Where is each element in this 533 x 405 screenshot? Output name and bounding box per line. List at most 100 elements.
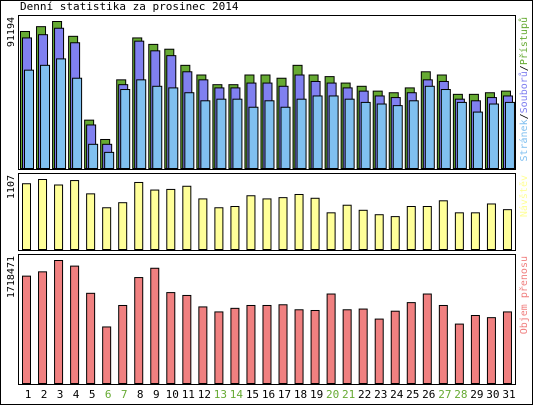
bar-navstev [470, 212, 480, 250]
bar-objem [38, 271, 48, 384]
volume-ymax-label: 1718471 [6, 256, 17, 298]
bar-navstev [502, 209, 512, 250]
bar-objem [54, 260, 64, 384]
day-label: 22 [358, 388, 371, 401]
bar-navstev [22, 183, 31, 250]
day-label: 3 [57, 388, 64, 401]
day-label: 7 [121, 388, 128, 401]
day-label: 10 [166, 388, 179, 401]
day-label: 24 [390, 388, 404, 401]
bar-navstev [86, 193, 96, 250]
day-label: 16 [262, 388, 275, 401]
day-label: 18 [294, 388, 307, 401]
bar-stranek [440, 89, 451, 169]
bar-objem [326, 293, 336, 385]
bar-stranek [248, 106, 259, 169]
bar-navstev [38, 179, 48, 250]
bar-objem [214, 311, 224, 384]
bar-stranek [424, 85, 435, 169]
bar-stranek [40, 64, 51, 169]
bar-objem [438, 304, 448, 384]
bar-stranek [232, 98, 243, 169]
bar-stranek [136, 79, 147, 169]
day-label: 4 [73, 388, 80, 401]
bar-navstev [198, 198, 208, 250]
bar-stranek [56, 58, 67, 169]
day-label: 29 [470, 388, 483, 401]
bar-objem [358, 308, 368, 384]
bar-navstev [438, 200, 448, 250]
day-label: 13 [214, 388, 227, 401]
bar-navstev [390, 216, 400, 250]
bar-navstev [454, 212, 464, 250]
bar-navstev [278, 197, 288, 250]
day-label: 1 [25, 388, 32, 401]
day-label: 14 [230, 388, 244, 401]
bar-navstev [214, 207, 224, 250]
bar-objem [342, 309, 352, 385]
bar-stranek [104, 151, 115, 170]
bar-navstev [134, 181, 144, 250]
day-label: 17 [278, 388, 291, 401]
bar-stranek [296, 98, 307, 169]
bar-stranek [200, 100, 211, 169]
visits-legend: Návštěv [518, 175, 530, 217]
bar-navstev [230, 206, 240, 250]
day-label: 20 [326, 388, 339, 401]
bar-stranek [456, 101, 467, 169]
bar-navstev [374, 214, 384, 250]
bar-navstev [310, 197, 320, 250]
bar-stranek [168, 87, 179, 169]
traffic-ymax-label: 91194 [6, 17, 17, 47]
bar-stranek [488, 103, 499, 169]
bar-objem [486, 317, 496, 384]
traffic-legend-entry-2: Souborů [518, 71, 530, 113]
bar-stranek [344, 98, 355, 169]
bar-stranek [328, 95, 339, 169]
traffic-legend-entry-1: / [519, 113, 530, 119]
bar-objem [230, 307, 240, 384]
bar-objem [374, 318, 384, 385]
day-label: 30 [486, 388, 499, 401]
bar-navstev [294, 193, 304, 250]
day-label: 26 [422, 388, 435, 401]
day-label: 28 [454, 388, 467, 401]
bar-navstev [358, 209, 368, 250]
bar-objem [198, 306, 208, 385]
traffic-panel-frame [18, 15, 516, 170]
day-label: 2 [41, 388, 48, 401]
bar-stranek [408, 100, 419, 169]
bar-objem [278, 304, 288, 384]
bar-objem [454, 323, 464, 384]
bar-objem [294, 309, 304, 385]
bar-stranek [312, 95, 323, 169]
day-label: 15 [246, 388, 259, 401]
traffic-legend-entry-0: Stránek [518, 119, 530, 161]
bar-objem [502, 311, 512, 384]
day-label: 11 [182, 388, 195, 401]
visits-panel-frame [18, 173, 516, 251]
bar-stranek [72, 77, 83, 169]
traffic-legend: Stránek/Souborů/Přístupů [518, 17, 530, 162]
bar-navstev [406, 206, 416, 250]
day-label: 12 [198, 388, 211, 401]
volume-panel-frame [18, 254, 516, 385]
bar-stranek [280, 106, 291, 169]
bar-stranek [152, 85, 163, 169]
visits-legend-entry-0: Návštěv [518, 175, 530, 217]
bar-objem [22, 275, 31, 384]
bar-stranek [264, 100, 275, 169]
bar-stranek [24, 69, 34, 169]
day-label: 27 [438, 388, 451, 401]
day-label: 6 [105, 388, 112, 401]
bar-navstev [102, 207, 112, 250]
bar-stranek [184, 92, 195, 169]
bar-navstev [54, 184, 64, 250]
bar-objem [118, 304, 128, 384]
bar-navstev [166, 188, 176, 250]
bar-navstev [326, 212, 336, 250]
bar-objem [134, 277, 144, 385]
bar-objem [310, 309, 320, 384]
day-label: 9 [153, 388, 160, 401]
